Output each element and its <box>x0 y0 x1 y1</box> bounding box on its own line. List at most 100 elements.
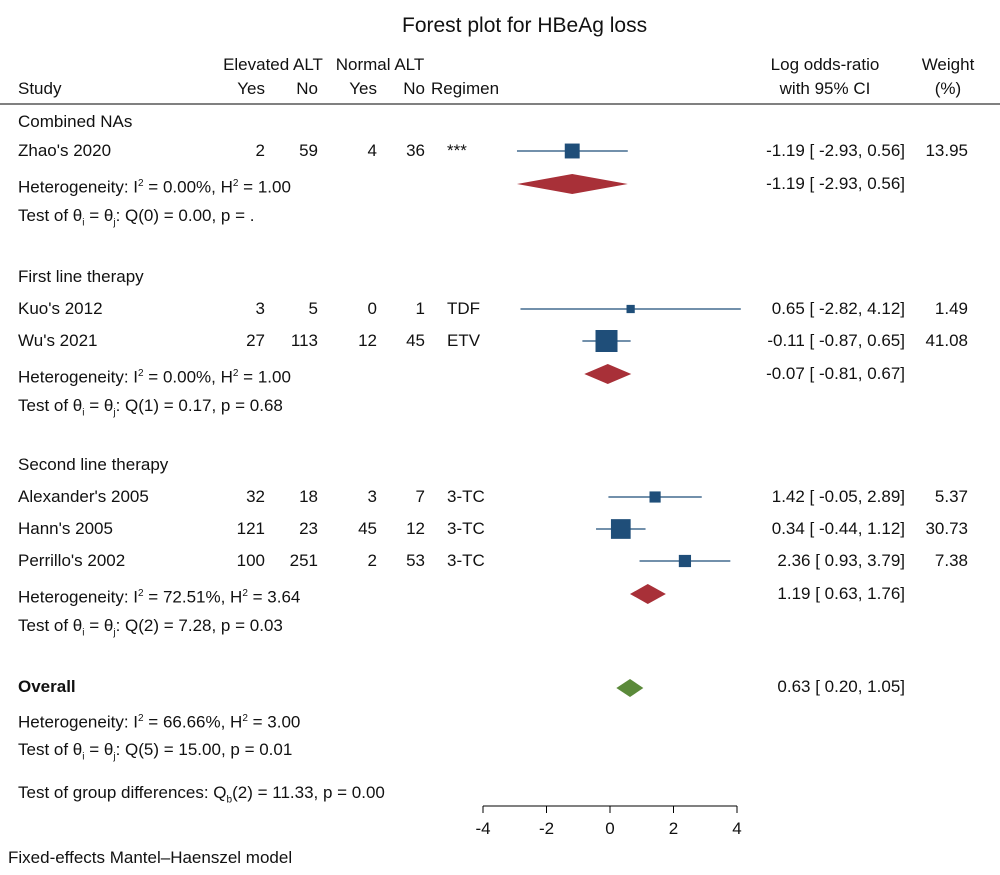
subscript: i <box>82 407 85 419</box>
normal-no: 12 <box>406 519 425 538</box>
header-study: Study <box>18 79 62 98</box>
study-marker <box>595 330 618 352</box>
study-name: Wu's 2021 <box>18 331 98 350</box>
chart-title: Forest plot for HBeAg loss <box>402 14 648 37</box>
elevated-yes: 27 <box>246 331 265 350</box>
text-part: : Q(1) = 0.17, p = 0.68 <box>115 396 283 415</box>
text-part: = θ <box>84 396 114 415</box>
study-name: Kuo's 2012 <box>18 299 103 318</box>
subscript: j <box>113 407 116 419</box>
x-tick-label: -2 <box>538 819 555 838</box>
regimen: TDF <box>447 299 481 318</box>
study-ci-text: -0.11 [ -0.87, 0.65] <box>767 331 905 350</box>
header-effect-2: with 95% CI <box>779 79 871 98</box>
test-text: Test of θi = θj: Q(5) = 15.00, p = 0.01 <box>18 740 292 767</box>
test-text: Test of θi = θj: Q(0) = 0.00, p = . <box>18 206 254 233</box>
regimen: 3-TC <box>447 487 485 506</box>
study-ci-text: 0.65 [ -2.82, 4.12] <box>771 299 905 318</box>
study-ci-text: 0.34 [ -0.44, 1.12] <box>771 519 905 538</box>
header-weight-1: Weight <box>921 55 975 74</box>
text-part: = θ <box>84 616 114 635</box>
normal-yes: 3 <box>367 487 377 506</box>
elevated-no: 251 <box>289 551 318 570</box>
text-part: : Q(0) = 0.00, p = . <box>115 206 255 225</box>
text-part: : Q(2) = 7.28, p = 0.03 <box>115 616 283 635</box>
regimen: 3-TC <box>447 551 485 570</box>
study-ci-text: 2.36 [ 0.93, 3.79] <box>777 551 905 570</box>
heterogeneity-text: Heterogeneity: I2 = 66.66%, H2 = 3.00 <box>18 709 300 733</box>
header-group1: Elevated ALT <box>223 55 323 74</box>
overall-diamond <box>616 679 644 697</box>
text-part: = 0.00%, H <box>143 367 233 387</box>
normal-no: 36 <box>406 141 425 160</box>
superscript: 2 <box>138 588 144 599</box>
normal-yes: 12 <box>358 331 377 350</box>
regimen: *** <box>447 141 467 160</box>
text-part: = θ <box>84 206 114 225</box>
test-text: Test of θi = θj: Q(2) = 7.28, p = 0.03 <box>18 616 283 643</box>
subscript: j <box>113 627 116 639</box>
study-marker <box>649 491 661 503</box>
elevated-no: 18 <box>299 487 318 506</box>
text-part: Heterogeneity: I <box>18 587 139 607</box>
text-part: = θ <box>84 740 114 759</box>
normal-yes: 45 <box>358 519 377 538</box>
subgroup-heading: First line therapy <box>18 267 144 286</box>
normal-yes: 0 <box>367 299 377 318</box>
text-part: = 72.51%, H <box>143 587 243 607</box>
header-regimen: Regimen <box>431 79 500 98</box>
study-name: Alexander's 2005 <box>18 487 149 506</box>
header-group2: Normal ALT <box>335 55 425 74</box>
subgroup-ci-text: 1.19 [ 0.63, 1.76] <box>777 584 905 603</box>
text-part: = 0.00%, H <box>143 177 233 197</box>
header-no: No <box>296 79 318 98</box>
subscript: i <box>82 751 85 763</box>
normal-no: 1 <box>415 299 425 318</box>
study-weight: 1.49 <box>934 299 968 318</box>
superscript: 2 <box>242 588 248 599</box>
text-part: Test of θ <box>18 396 83 415</box>
elevated-no: 113 <box>290 331 318 350</box>
text-part: Test of θ <box>18 740 83 759</box>
x-tick-label: 0 <box>605 819 615 838</box>
elevated-yes: 32 <box>246 487 265 506</box>
header-no: No <box>403 79 425 98</box>
study-marker <box>626 304 635 314</box>
superscript: 2 <box>232 368 239 379</box>
text-part: Test of θ <box>18 616 83 635</box>
study-weight: 30.73 <box>925 519 968 538</box>
subscript: j <box>113 217 116 229</box>
text-part: (2) = 11.33, p = 0.00 <box>232 783 385 802</box>
text-part: = 66.66%, H <box>143 712 243 732</box>
subgroup-diamond <box>630 584 666 604</box>
overall-label: Overall <box>18 677 76 696</box>
subgroup-heading: Combined NAs <box>18 112 133 131</box>
text-part: Test of θ <box>18 206 83 225</box>
elevated-no: 59 <box>299 141 318 160</box>
subgroup-ci-text: -1.19 [ -2.93, 0.56] <box>766 174 905 193</box>
normal-yes: 4 <box>367 141 377 160</box>
study-marker <box>678 554 692 568</box>
group-differences-text: Test of group differences: Qb(2) = 11.33… <box>18 783 385 810</box>
x-tick-label: 4 <box>732 819 742 838</box>
subscript: b <box>226 794 233 806</box>
footnote: Fixed-effects Mantel–Haenszel model <box>8 848 293 867</box>
study-ci-text: -1.19 [ -2.93, 0.56] <box>766 141 905 160</box>
x-tick-label: -4 <box>475 819 491 838</box>
text-part: Test of group differences: Q <box>18 783 227 802</box>
study-ci-text: 1.42 [ -0.05, 2.89] <box>771 487 905 506</box>
x-tick-label: 2 <box>668 819 679 838</box>
elevated-no: 23 <box>299 519 318 538</box>
text-part: Heterogeneity: I <box>18 177 139 197</box>
header-weight-2: (%) <box>934 79 962 98</box>
superscript: 2 <box>242 713 248 724</box>
overall-ci-text: 0.63 [ 0.20, 1.05] <box>777 677 905 696</box>
test-text: Test of θi = θj: Q(1) = 0.17, p = 0.68 <box>18 396 283 423</box>
text-part: = 3.64 <box>247 587 301 607</box>
header-yes: Yes <box>349 79 377 98</box>
elevated-yes: 121 <box>236 519 265 538</box>
study-name: Zhao's 2020 <box>18 141 112 160</box>
normal-no: 45 <box>406 331 425 350</box>
heterogeneity-text: Heterogeneity: I2 = 72.51%, H2 = 3.64 <box>18 584 300 608</box>
